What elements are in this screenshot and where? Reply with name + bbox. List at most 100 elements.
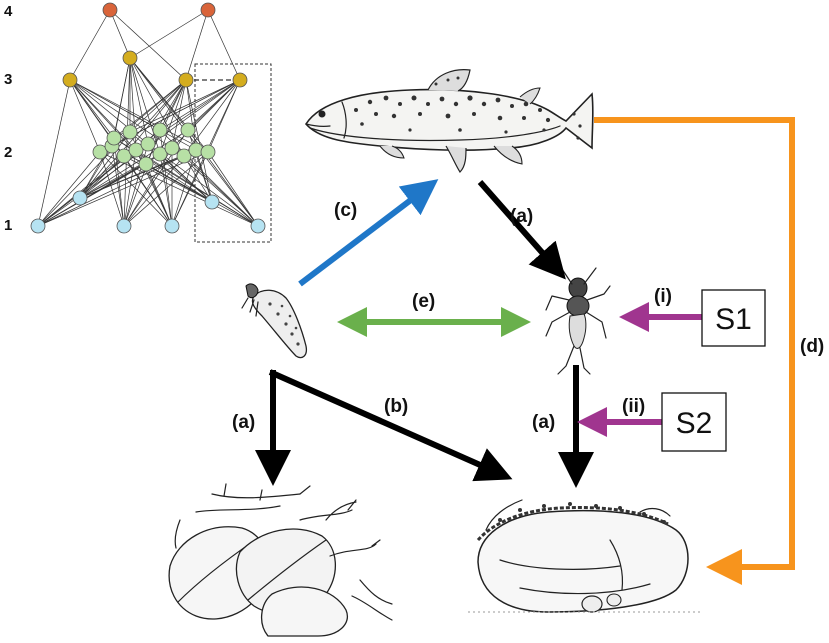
network-node-level3: [122, 50, 138, 66]
network-edge: [37, 79, 71, 227]
network-edge: [37, 149, 197, 227]
network-edges: [37, 9, 259, 227]
network-node-level1: [72, 190, 88, 206]
label-b: (b): [384, 396, 408, 417]
network-node-level3: [232, 72, 248, 88]
network-edge: [37, 151, 101, 227]
network-edge: [129, 57, 161, 155]
level-label-4: 4: [4, 3, 13, 20]
caddisfly-larva-illustration: [241, 283, 308, 359]
network-node-level1: [250, 218, 266, 234]
label-a-fish: (a): [510, 206, 533, 227]
network-node-level3: [178, 72, 194, 88]
network-node-level2: [152, 122, 168, 138]
highlight-box: [194, 63, 272, 243]
network-edge: [187, 129, 213, 203]
network-edge: [185, 79, 213, 203]
network-edge: [183, 155, 213, 203]
label-c: (c): [334, 200, 357, 221]
level-label-1: 1: [4, 217, 12, 234]
stressor-label-s1: S1: [715, 303, 752, 336]
network-node-level2: [122, 124, 138, 140]
network-node-level2: [138, 156, 154, 172]
network-edge: [109, 9, 131, 59]
network-edge: [207, 151, 259, 227]
level-label-3: 3: [4, 71, 12, 88]
network-edge: [113, 137, 125, 227]
label-d: (d): [800, 336, 824, 357]
network-edge: [113, 57, 131, 139]
network-edge: [171, 79, 187, 149]
network-node-level2: [106, 130, 122, 146]
network-node-level2: [152, 146, 168, 162]
network-edge: [129, 79, 241, 133]
network-node-level2: [128, 142, 144, 158]
arrow-c-blue: [298, 179, 439, 287]
algae-rock-illustration: [468, 499, 700, 613]
network-edge: [171, 149, 197, 227]
trout-illustration: [305, 69, 594, 173]
network-edge: [129, 79, 187, 133]
network-edge: [111, 145, 259, 227]
network-node-level2: [200, 144, 216, 160]
network-edge: [69, 79, 115, 139]
label-ii: (ii): [622, 396, 645, 417]
arrow-d-orange: [594, 117, 795, 585]
network-edge: [145, 163, 173, 227]
network-edge: [123, 149, 137, 227]
arrow-b-larva-to-rock: [268, 369, 513, 482]
network-edge: [37, 151, 209, 227]
network-edge: [123, 57, 131, 227]
network-edge: [187, 79, 241, 131]
network-edge: [99, 151, 173, 227]
network-node-level2: [180, 122, 196, 138]
network-nodes: [30, 2, 266, 234]
network-edge: [69, 79, 209, 153]
stressor-box-s1: [701, 289, 766, 347]
network-node-level4: [102, 2, 118, 18]
network-inset: 4 3 2 1: [4, 2, 272, 243]
network-edge: [145, 163, 213, 203]
network-edge: [207, 9, 241, 81]
network-edge: [111, 145, 125, 227]
label-a-right: (a): [532, 412, 555, 433]
network-edge: [123, 155, 173, 227]
network-node-level2: [92, 144, 108, 160]
network-node-level2: [140, 136, 156, 152]
network-edge: [123, 151, 209, 227]
label-a-left: (a): [232, 412, 255, 433]
network-node-level2: [116, 148, 132, 164]
network-node-level1: [30, 218, 46, 234]
network-node-level1: [204, 194, 220, 210]
network-edge: [99, 151, 125, 227]
network-edge: [69, 79, 101, 153]
network-edge: [135, 79, 241, 151]
network-edge: [159, 79, 187, 155]
network-edge: [129, 9, 209, 59]
network-node-level1: [164, 218, 180, 234]
network-edge: [37, 163, 147, 227]
network-edge: [69, 9, 111, 81]
stressor-label-s2: S2: [676, 407, 713, 440]
network-edge: [69, 79, 173, 149]
network-edge: [129, 57, 149, 145]
stonefly-nymph-illustration: [545, 265, 611, 375]
network-edge: [159, 79, 241, 131]
network-edge: [79, 163, 147, 199]
network-edge: [69, 79, 161, 131]
network-node-level2: [176, 148, 192, 164]
network-edge: [79, 131, 131, 199]
network-edge: [123, 155, 185, 227]
network-edge: [109, 9, 187, 81]
network-node-level4: [200, 2, 216, 18]
arrow-a-trout-to-nymph: [477, 180, 566, 280]
network-node-level3: [62, 72, 78, 88]
network-node-level1: [116, 218, 132, 234]
level-label-2: 2: [4, 144, 12, 161]
leaf-litter-illustration: [168, 483, 393, 637]
network-edge: [185, 9, 209, 81]
network-edge: [129, 57, 259, 227]
network-edge: [79, 149, 197, 199]
